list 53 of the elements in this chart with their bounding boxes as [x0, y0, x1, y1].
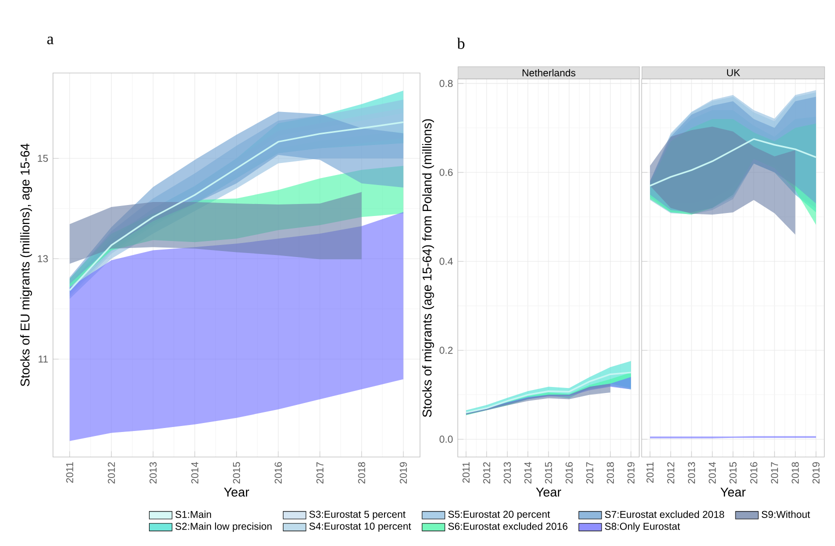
x-tick-label: 2015	[232, 462, 240, 484]
x-tick-label: 2016	[750, 462, 758, 484]
legend-label: S6:Eurostat excluded 2016	[448, 522, 568, 530]
x-tick-label: 2015	[544, 462, 552, 484]
x-tick-label: 2018	[606, 462, 614, 484]
y-axis-title: Stocks of EU migrants (millions), age 15-64	[20, 144, 32, 386]
x-tick-label: 2018	[792, 462, 799, 484]
chart-subtitle: UK	[727, 69, 740, 76]
x-tick-label: 2011	[646, 462, 654, 483]
x-tick-label: 2015	[729, 462, 737, 484]
x-tick-label: 2014	[708, 462, 716, 484]
x-tick-label: 2019	[812, 462, 820, 484]
y-tick-label: 0.4	[440, 258, 453, 265]
legend-label: S9:Without	[762, 510, 810, 518]
x-tick-label: 2017	[316, 462, 324, 484]
x-tick-label: 2019	[400, 462, 407, 484]
x-tick-label: 2016	[566, 462, 573, 484]
y-tick-label: 15	[38, 154, 48, 162]
x-tick-label: 2012	[483, 462, 490, 484]
x-tick-label: 2016	[274, 462, 282, 484]
legend-label: S5:Eurostat 20 percent	[448, 510, 550, 520]
chart-subtitle: Netherlands	[522, 69, 576, 76]
x-axis-title: Year	[536, 488, 562, 497]
y-tick-label: 0.2	[440, 346, 453, 354]
y-tick-label: 0.8	[440, 80, 453, 87]
x-tick-label: 2013	[504, 462, 511, 484]
x-tick-label: 2012	[667, 462, 674, 484]
x-tick-label: 2011	[462, 462, 470, 483]
x-axis-title: Year	[224, 488, 250, 497]
legend-label: S8:Only Eurostat	[604, 522, 680, 532]
x-tick-label: 2013	[688, 462, 696, 484]
x-tick-label: 2018	[358, 462, 366, 484]
y-tick-label: 0.0	[440, 436, 453, 443]
legend-label: S2:Main low precision	[175, 522, 272, 532]
x-axis-title: Year	[720, 488, 746, 497]
chart-title: b	[457, 38, 464, 49]
legend-label: S3:Eurostat 5 percent	[309, 510, 406, 520]
x-tick-label: 2012	[108, 462, 115, 484]
x-tick-label: 2013	[150, 462, 157, 484]
y-tick-label: 0.6	[440, 168, 453, 176]
x-tick-label: 2017	[770, 462, 778, 484]
chart-title: a	[47, 36, 54, 44]
x-tick-label: 2017	[586, 462, 594, 484]
y-axis-title: Stocks of migrants (age 15-64) from Poland (millions)	[422, 119, 434, 418]
legend-label: S7:Eurostat excluded 2018	[604, 510, 724, 518]
x-tick-label: 2014	[524, 462, 532, 484]
legend-label: S1:Main	[175, 510, 212, 518]
x-tick-label: 2014	[191, 462, 198, 484]
x-tick-label: 2019	[627, 462, 635, 484]
x-tick-label: 2011	[66, 462, 74, 483]
y-tick-label: 13	[38, 255, 48, 262]
y-tick-label: 11	[38, 356, 48, 363]
legend-label: S4:Eurostat 10 percent	[309, 522, 412, 532]
